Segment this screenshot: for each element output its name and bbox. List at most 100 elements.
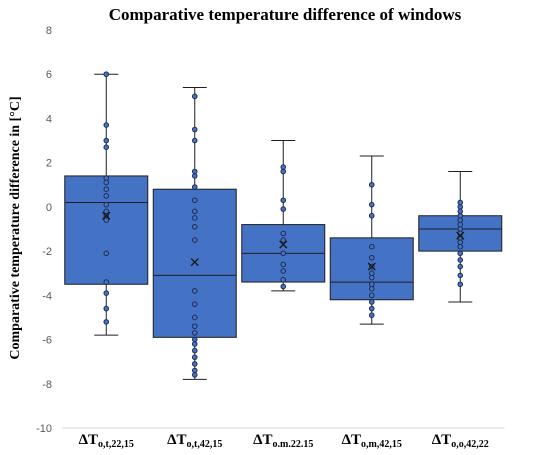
- data-point: [457, 208, 464, 215]
- data-point: [103, 250, 110, 257]
- y-tick-label: -8: [42, 379, 52, 391]
- data-point: [103, 208, 110, 215]
- mean-marker: [102, 211, 111, 220]
- data-point: [368, 299, 375, 305]
- data-point: [191, 126, 198, 133]
- data-point: [103, 71, 110, 78]
- data-point: [103, 137, 110, 144]
- data-point: [191, 223, 198, 230]
- data-point: [191, 168, 198, 175]
- data-point: [457, 217, 464, 223]
- x-tick-label: ΔTo.m.22.15: [253, 432, 313, 450]
- data-point: [368, 270, 375, 277]
- y-tick-label: -2: [42, 246, 52, 258]
- data-point: [368, 292, 375, 299]
- y-tick-label: 0: [46, 202, 52, 214]
- data-point: [191, 288, 198, 294]
- x-tick-label: ΔTo,t,22,15: [79, 432, 134, 450]
- data-point: [191, 361, 198, 367]
- data-point: [103, 144, 110, 150]
- data-point: [103, 186, 110, 192]
- data-point: [280, 268, 287, 274]
- data-point: [103, 319, 110, 325]
- data-point: [280, 237, 287, 243]
- data-point: [191, 372, 198, 378]
- data-point: [457, 250, 464, 257]
- y-tick-label: -6: [42, 335, 52, 347]
- data-point: [280, 168, 287, 175]
- chart-title: Comparative temperature difference of wi…: [109, 5, 462, 24]
- data-point: [280, 277, 287, 283]
- data-point: [457, 226, 464, 232]
- data-point: [191, 237, 198, 243]
- mean-marker: [367, 262, 376, 271]
- data-point: [457, 263, 464, 270]
- mean-marker: [279, 240, 288, 249]
- plot-area: -10 -8 -6 -4 -2 0 2 4 6 8 ΔTo,t,22,15 ΔTo,t,42,15 ΔT…: [36, 25, 505, 450]
- box-iqr: [64, 175, 149, 285]
- data-point: [103, 217, 110, 223]
- data-point: [457, 212, 464, 219]
- x-tick-label: ΔTo,t,42,15: [167, 432, 222, 450]
- data-point: [457, 243, 464, 250]
- y-tick-label: -10: [36, 423, 52, 435]
- data-point: [191, 184, 198, 190]
- data-point: [280, 206, 287, 212]
- data-point: [191, 215, 198, 221]
- data-point: [368, 212, 375, 219]
- data-point: [368, 181, 375, 188]
- data-point: [103, 175, 110, 181]
- data-point: [457, 281, 464, 288]
- y-tick-label: 2: [46, 158, 52, 170]
- data-point: [191, 336, 198, 343]
- data-point: [368, 281, 375, 288]
- data-point: [103, 122, 110, 128]
- data-point: [280, 164, 287, 170]
- y-tick-label: 6: [46, 69, 52, 81]
- data-point: [280, 283, 287, 290]
- x-tick-label: ΔTo,o,42,22: [432, 432, 489, 450]
- data-point: [280, 230, 287, 237]
- data-point: [280, 261, 287, 268]
- data-point: [368, 254, 375, 261]
- data-point: [457, 239, 464, 246]
- data-point: [457, 221, 464, 228]
- data-point: [191, 314, 198, 321]
- data-point: [191, 330, 198, 336]
- y-tick-label: 4: [46, 113, 52, 125]
- data-point: [191, 301, 198, 307]
- data-point: [191, 367, 198, 374]
- data-point: [103, 279, 110, 285]
- data-point: [103, 290, 110, 296]
- data-point: [457, 257, 464, 263]
- data-point: [368, 274, 375, 281]
- data-point: [368, 201, 375, 208]
- data-point: [368, 243, 375, 250]
- data-point: [368, 285, 375, 292]
- data-point: [103, 179, 110, 186]
- data-point: [103, 193, 110, 199]
- data-point: [103, 201, 110, 208]
- mean-marker: [456, 231, 465, 240]
- data-point: [191, 93, 198, 100]
- data-point: [191, 173, 198, 179]
- data-point: [191, 137, 198, 144]
- data-point: [191, 197, 198, 204]
- y-tick-label: -4: [42, 290, 52, 302]
- data-point: [457, 272, 464, 279]
- data-point: [191, 323, 198, 330]
- data-point: [457, 204, 464, 210]
- y-axis-label: Comparative temperature difference in [°…: [8, 96, 23, 359]
- data-point: [191, 208, 198, 215]
- data-point: [457, 199, 464, 206]
- mean-marker: [190, 258, 199, 267]
- y-tick-label: 8: [46, 25, 52, 37]
- data-point: [280, 250, 287, 257]
- data-point: [368, 312, 375, 319]
- data-point: [103, 305, 110, 312]
- data-point: [191, 347, 198, 354]
- x-tick-label: ΔTo,m,42,15: [342, 432, 402, 450]
- data-point: [368, 305, 375, 312]
